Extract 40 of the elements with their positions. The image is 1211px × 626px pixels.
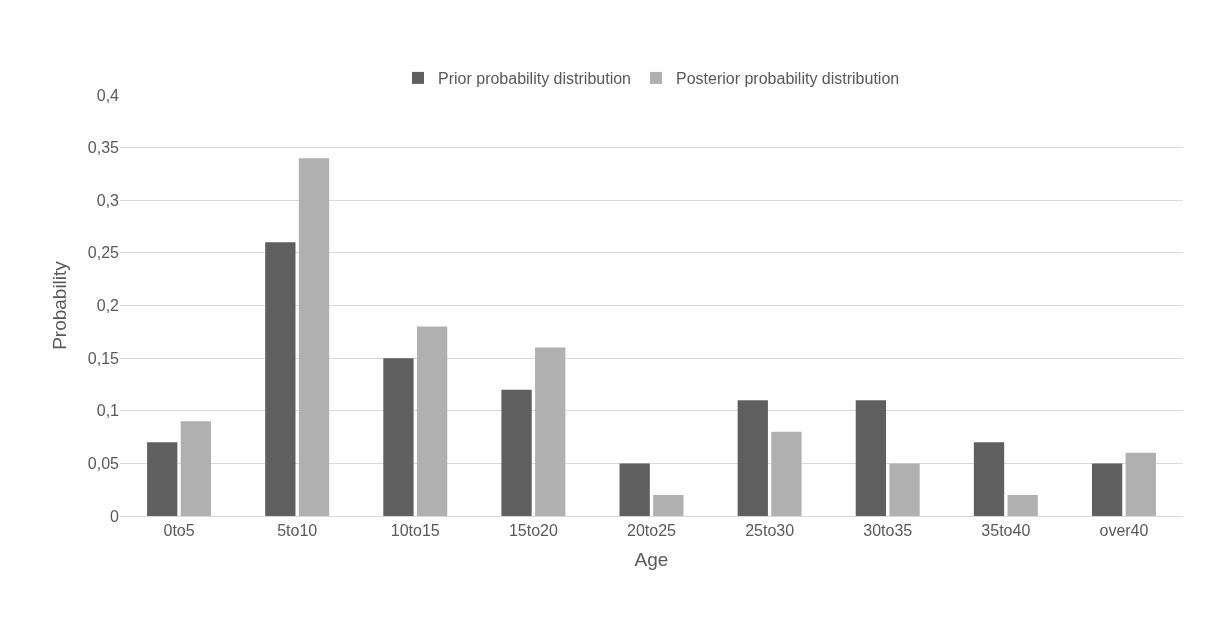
bar	[501, 389, 532, 516]
y-tick-label: 0,35	[87, 139, 120, 157]
x-tick-label: 35to40	[981, 522, 1031, 540]
y-tick-label: 0,3	[96, 191, 120, 209]
bar	[180, 421, 212, 516]
y-axis-title: Probability	[48, 260, 70, 350]
bar	[298, 158, 330, 516]
x-tick-label: 0to5	[163, 522, 195, 540]
legend-label: Posterior probability distribution	[675, 70, 900, 88]
y-tick-label: 0,1	[96, 402, 120, 420]
y-tick-label: 0,4	[96, 86, 120, 104]
x-tick-label: over40	[1099, 522, 1149, 540]
x-tick-label: 5to10	[277, 522, 318, 540]
y-tick-label: 0,05	[87, 454, 120, 472]
x-tick-label: 30to35	[863, 522, 913, 540]
bar	[147, 442, 178, 516]
x-axis-title: Age	[634, 549, 669, 570]
bar	[771, 431, 802, 516]
bar	[855, 400, 887, 516]
bar	[535, 347, 566, 516]
y-tick-label: 0,25	[87, 244, 120, 262]
bar	[653, 494, 684, 516]
bar	[1007, 494, 1038, 516]
x-tick-label: 10to15	[390, 522, 440, 540]
bar	[416, 326, 448, 516]
x-tick-label: 20to25	[627, 522, 677, 540]
bar	[737, 400, 768, 516]
y-tick-label: 0,15	[87, 349, 120, 367]
legend-label: Prior probability distribution	[438, 70, 631, 88]
bar	[265, 242, 296, 516]
y-tick-label: 0,2	[96, 297, 120, 315]
x-tick-label: 25to30	[745, 522, 795, 540]
y-tick-label: 0	[110, 507, 120, 525]
bar	[383, 358, 414, 516]
bar	[1091, 463, 1123, 516]
x-tick-label: 15to20	[508, 522, 558, 540]
bar	[973, 442, 1005, 516]
bar	[1125, 452, 1156, 516]
bar	[619, 463, 650, 516]
bar	[889, 463, 920, 516]
